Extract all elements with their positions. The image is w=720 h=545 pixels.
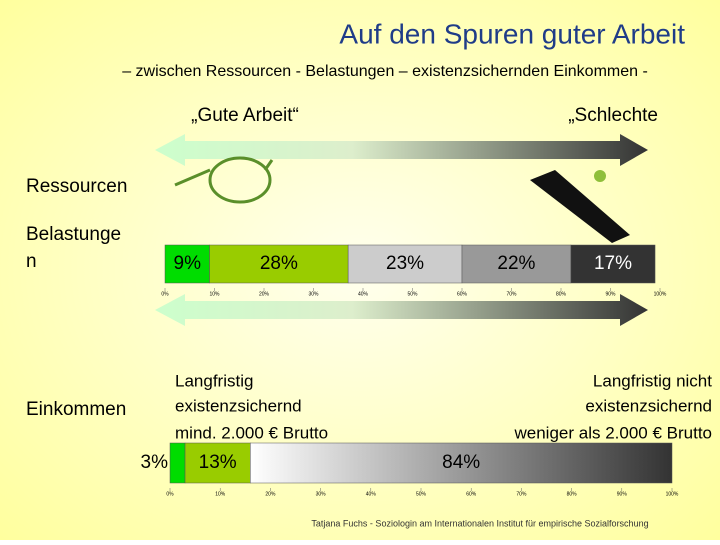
bar-segment: [184, 442, 251, 484]
tick-label: 10%: [215, 491, 226, 497]
segment-label: 9%: [174, 253, 202, 274]
bar-segment: [164, 244, 210, 284]
bar-segment: [169, 442, 186, 484]
tick-label: 70%: [516, 491, 527, 497]
tick-label: 10%: [209, 291, 220, 297]
bar-segment: [209, 244, 349, 284]
segment-label: 84%: [442, 452, 480, 473]
row-label: n: [26, 251, 37, 272]
tick-label: 30%: [316, 491, 327, 497]
income-label: existenzsichernd: [585, 396, 712, 415]
bar-segment: [570, 244, 656, 284]
segment-label: 3%: [141, 452, 169, 473]
tick-label: 40%: [366, 491, 377, 497]
tick-label: 40%: [358, 291, 369, 297]
segment-label: 28%: [260, 253, 298, 274]
tick-label: 60%: [466, 491, 477, 497]
pole-label: „Schlechte: [568, 105, 658, 126]
tick-label: 50%: [407, 291, 418, 297]
footer: Tatjana Fuchs - Soziologin am Internatio…: [311, 518, 648, 528]
income-label: weniger als 2.000 € Brutto: [513, 423, 712, 442]
tick-label: 30%: [308, 291, 319, 297]
tick-label: 80%: [556, 291, 567, 297]
segment-label: 13%: [199, 452, 237, 473]
saw-icon: [530, 170, 630, 243]
tick-label: 90%: [617, 491, 628, 497]
tick-label: 60%: [457, 291, 468, 297]
arrow: [155, 134, 648, 166]
tick-label: 20%: [259, 291, 270, 297]
tick-label: 0%: [166, 491, 174, 497]
tick-label: 20%: [265, 491, 276, 497]
segment-label: 17%: [594, 253, 632, 274]
tick-label: 90%: [605, 291, 616, 297]
row-label: Ressourcen: [26, 176, 127, 197]
tick-label: 80%: [567, 491, 578, 497]
tick-label: 0%: [161, 291, 169, 297]
income-label: Langfristig: [175, 371, 253, 390]
tick-label: 70%: [506, 291, 517, 297]
row-label: Einkommen: [26, 399, 126, 420]
pole-label: „Gute Arbeit“: [191, 105, 299, 126]
tick-label: 50%: [416, 491, 427, 497]
title: Auf den Spuren guter Arbeit: [339, 18, 685, 49]
row-label: Belastunge: [26, 224, 121, 245]
tick-label: 100%: [654, 291, 667, 297]
segment-label: 22%: [497, 253, 535, 274]
income-label: existenzsichernd: [175, 396, 302, 415]
watering-can-icon: [174, 156, 274, 204]
bar-segment: [250, 442, 673, 484]
segment-label: 23%: [386, 253, 424, 274]
subtitle: – zwischen Ressourcen - Belastungen – ex…: [122, 63, 648, 80]
income-label: Langfristig nicht: [593, 371, 712, 390]
income-label: mind. 2.000 € Brutto: [175, 423, 328, 442]
tick-label: 100%: [666, 491, 679, 497]
arrow: [155, 294, 648, 326]
